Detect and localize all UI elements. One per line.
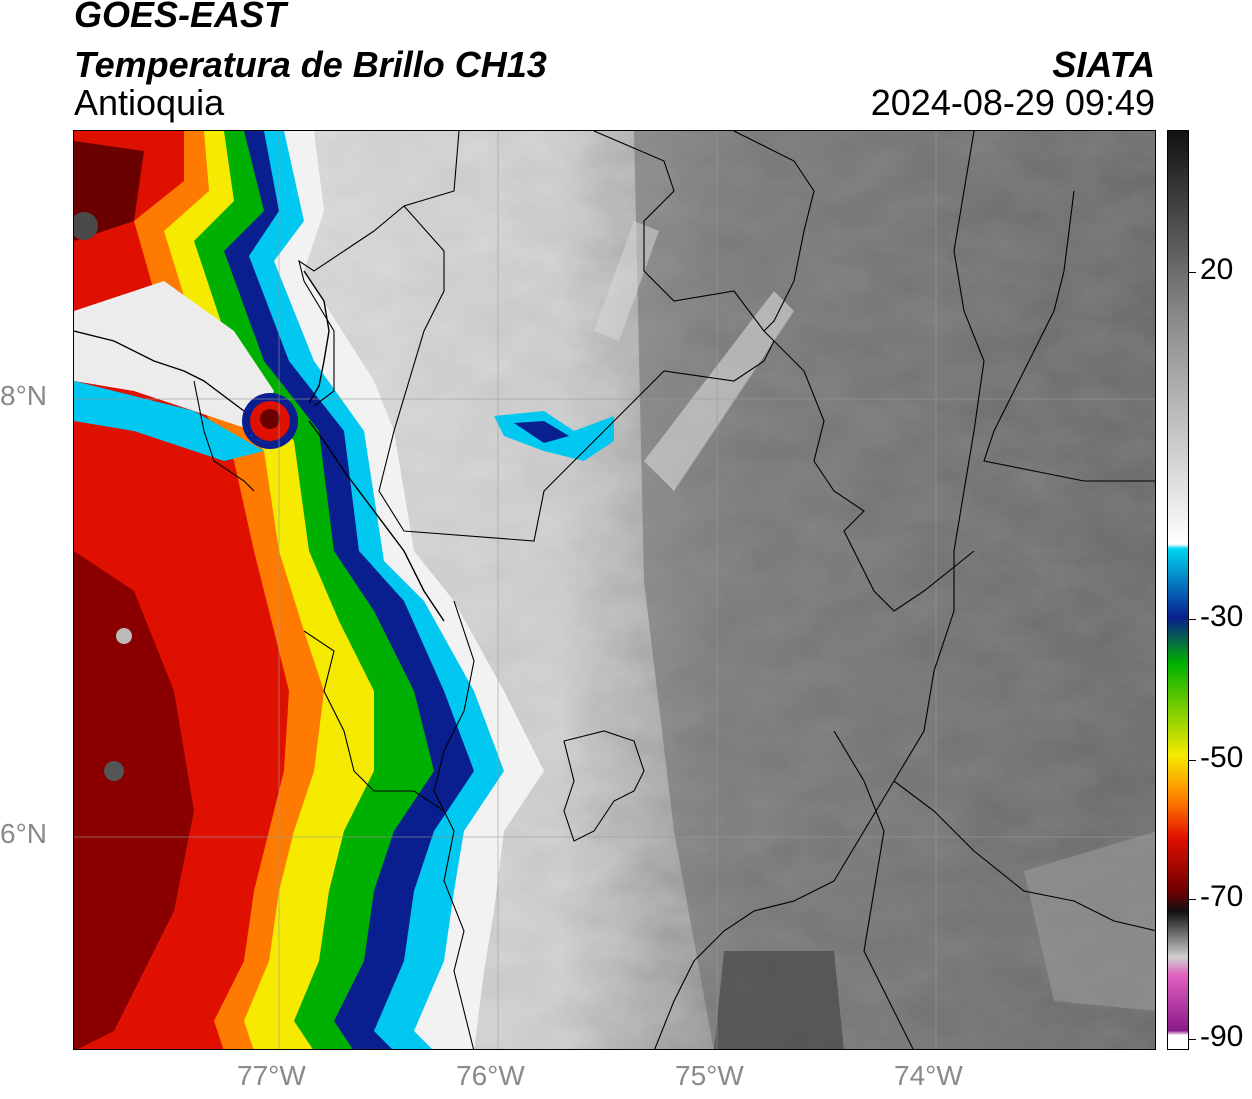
lat-label-8n: 8°N (0, 380, 47, 411)
lat-label-6n: 6°N (0, 818, 47, 849)
lon-label-75w: 75°W (675, 1060, 744, 1091)
organization-label: SIATA (1052, 44, 1155, 85)
colorbar-tick-minus50 (1189, 760, 1196, 761)
colorbar (1167, 130, 1189, 1050)
map-title: GOES-EAST (74, 0, 287, 35)
colorbar-label-20: 20 (1200, 253, 1234, 286)
colorbar-tick-minus90 (1189, 1039, 1196, 1040)
map-subtitle: Temperatura de Brillo CH13 (74, 44, 547, 85)
coastline (74, 270, 445, 622)
lon-label-76w: 76°W (456, 1060, 525, 1091)
colorbar-tick-minus30 (1189, 619, 1196, 620)
colorbar-label-minus90: -90 (1200, 1020, 1244, 1053)
graticule (74, 131, 1155, 1049)
colorbar-tick-minus70 (1189, 899, 1196, 900)
timestamp-label: 2024-08-29 09:49 (870, 82, 1155, 123)
satellite-map[interactable] (73, 130, 1156, 1050)
colorbar-label-minus50: -50 (1200, 741, 1244, 774)
admin-borders (193, 131, 1155, 1049)
colorbar-label-minus70: -70 (1200, 880, 1244, 913)
lon-label-74w: 74°W (894, 1060, 963, 1091)
lon-label-77w: 77°W (237, 1060, 306, 1091)
colorbar-label-minus30: -30 (1200, 600, 1244, 633)
region-label: Antioquia (74, 82, 225, 123)
satellite-image (74, 131, 1155, 1049)
colorbar-tick-20 (1189, 272, 1196, 273)
